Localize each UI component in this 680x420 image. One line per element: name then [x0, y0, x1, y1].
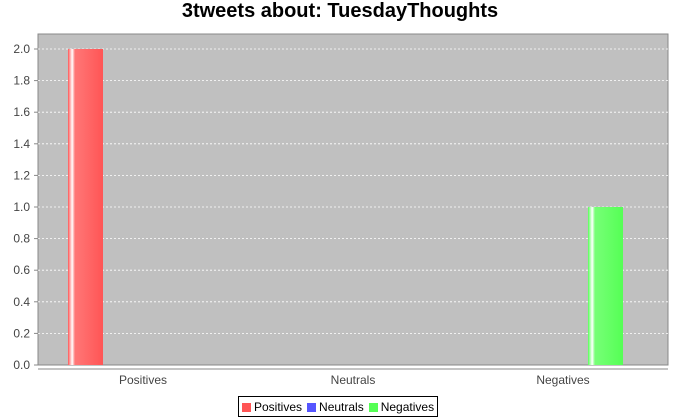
y-tick-label: 0.8	[13, 232, 30, 246]
legend-item-positives: Positives	[242, 400, 302, 414]
y-tick-label: 1.8	[13, 74, 30, 88]
x-tick-label: Negatives	[536, 373, 589, 387]
legend-label-positives: Positives	[254, 399, 303, 414]
bar-positives	[68, 49, 103, 365]
y-tick-label: 1.0	[13, 200, 30, 214]
y-tick-label: 1.4	[13, 137, 30, 151]
y-tick-label: 1.2	[13, 168, 30, 182]
legend: Positives Neutrals Negatives	[238, 396, 439, 417]
y-tick-label: 0.0	[13, 358, 30, 372]
y-tick-label: 2.0	[13, 42, 30, 56]
legend-swatch-neutrals	[307, 403, 317, 412]
legend-swatch-positives	[242, 403, 251, 412]
legend-label-negatives: Negatives	[380, 399, 435, 414]
legend-item-neutrals: Neutrals	[307, 400, 364, 414]
plot-area	[37, 33, 669, 366]
legend-item-negatives: Negatives	[368, 399, 435, 414]
x-tick-label: Neutrals	[331, 373, 376, 387]
y-tick-label: 0.2	[13, 326, 30, 340]
legend-label-neutrals: Neutrals	[319, 399, 364, 414]
y-tick-label: 1.6	[13, 105, 30, 119]
grid-lines	[38, 48, 668, 334]
y-tick-label: 0.4	[13, 295, 30, 309]
chart-title: 3tweets about: TuesdayThoughts	[181, 0, 499, 22]
plot-background	[37, 33, 669, 366]
y-axis: 0.0 0.2 0.4 0.6 0.8 1.0 1.2 1.4 1.6 1.8 2.0	[13, 42, 38, 372]
x-axis: Positives Neutrals Negatives	[38, 368, 668, 387]
legend-swatch-negatives	[368, 403, 378, 412]
x-tick-label: Positives	[119, 373, 167, 387]
bar-negatives	[588, 207, 623, 365]
y-tick-label: 0.6	[13, 263, 30, 277]
bars	[68, 49, 623, 365]
